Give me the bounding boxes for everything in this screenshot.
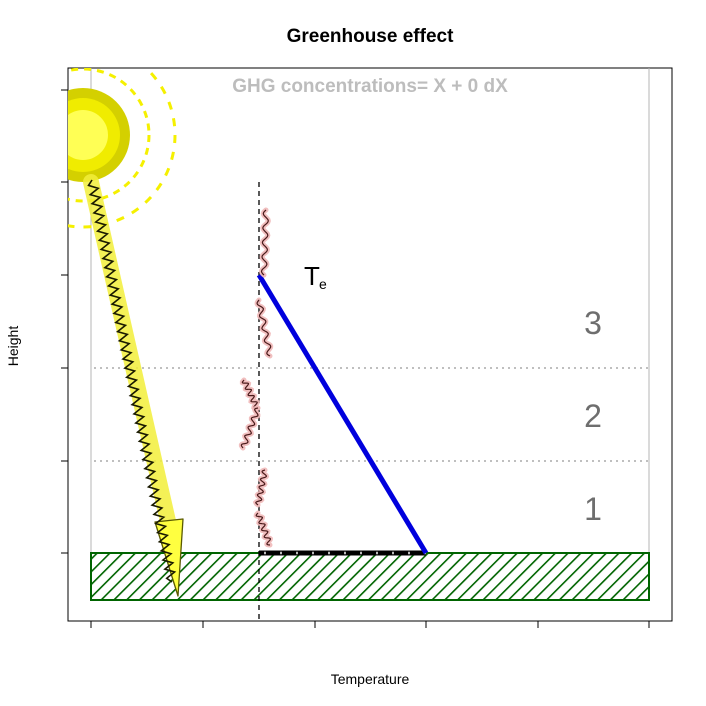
infrared-wave [260, 209, 269, 276]
layer-label-2: 2 [584, 398, 602, 434]
y-axis [61, 89, 68, 554]
infrared-wave [241, 379, 258, 409]
outgoing-infrared-waves [238, 207, 274, 548]
sun-rays [68, 68, 177, 229]
y-axis-label: Height [5, 326, 21, 367]
emission-label-subscript: e [319, 276, 327, 292]
infrared-wave [255, 469, 268, 506]
infrared-wave [256, 299, 272, 357]
emission-temperature-label: T e [304, 261, 327, 292]
lapse-rate-line [256, 273, 429, 555]
infrared-wave [255, 512, 272, 546]
sun [68, 68, 177, 229]
layer-label-1: 1 [584, 491, 602, 527]
ghg-concentration-label: GHG concentrations= X + 0 dX [232, 76, 508, 97]
infrared-wave [240, 407, 259, 449]
chart-title: Greenhouse effect [287, 26, 454, 47]
incoming-sunlight-arrow [83, 174, 184, 597]
layer-label-3: 3 [584, 305, 602, 341]
plot-frame [67, 67, 673, 622]
emission-label-main: T [304, 261, 320, 291]
x-axis-label: Temperature [331, 671, 410, 687]
sunlight-wave [87, 179, 177, 583]
x-axis [90, 621, 650, 628]
